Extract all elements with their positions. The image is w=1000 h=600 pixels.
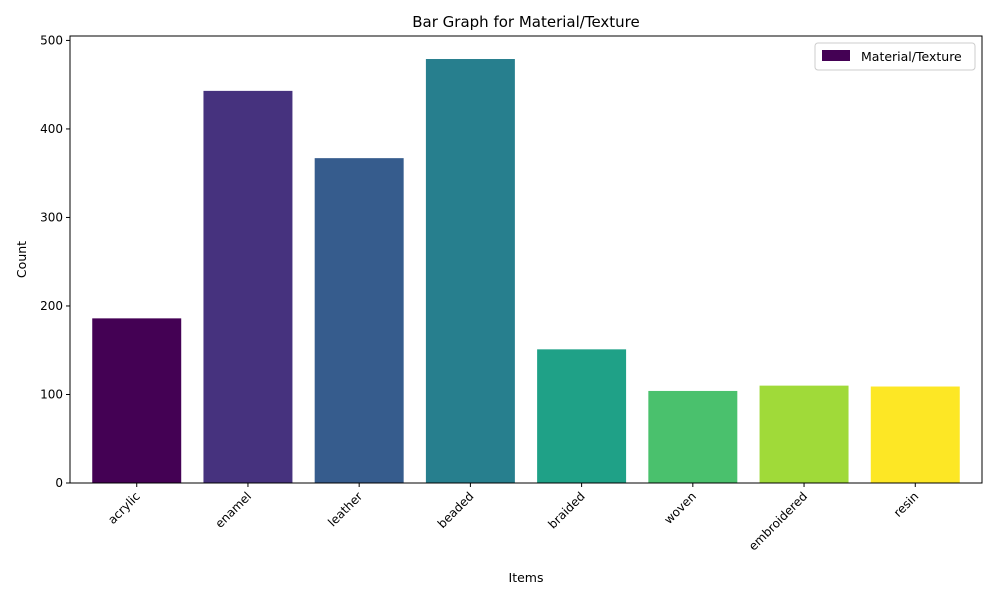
legend-swatch xyxy=(822,50,850,61)
bar-leather xyxy=(314,158,404,483)
bar-beaded xyxy=(425,59,515,484)
bar-acrylic xyxy=(92,318,182,483)
y-tick-label: 300 xyxy=(40,210,63,224)
bar-enamel xyxy=(203,90,293,483)
y-tick-label: 0 xyxy=(55,476,63,490)
y-tick-label: 100 xyxy=(40,387,63,401)
legend-label: Material/Texture xyxy=(861,49,962,64)
y-tick-label: 500 xyxy=(40,33,63,47)
y-axis-ticks: 0 100 200 300 400 500 xyxy=(40,33,70,490)
bar-resin xyxy=(870,386,960,483)
x-axis-label: Items xyxy=(509,570,544,585)
bars-group xyxy=(92,59,960,484)
bar-embroidered xyxy=(759,385,849,483)
chart-title: Bar Graph for Material/Texture xyxy=(412,13,640,31)
axes-frame xyxy=(69,35,983,484)
bar-braided xyxy=(537,349,627,483)
y-axis-label: Count xyxy=(14,241,29,278)
y-tick-label: 400 xyxy=(40,122,63,136)
bar-woven xyxy=(648,390,738,483)
legend-box xyxy=(814,42,976,71)
legend: Material/Texture xyxy=(814,42,976,71)
y-tick-label: 200 xyxy=(40,299,63,313)
